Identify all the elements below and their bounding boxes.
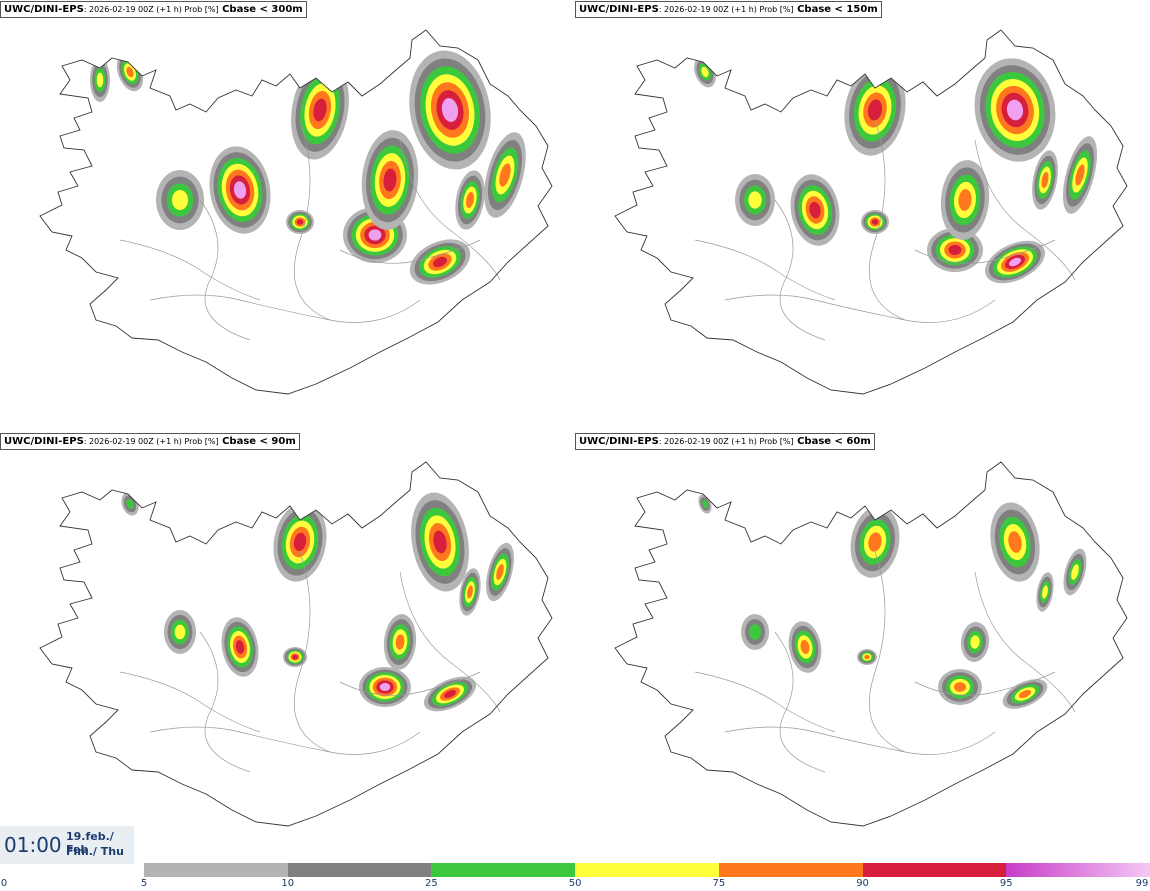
region-boundary [399, 571, 501, 713]
coastline-outline [614, 461, 1128, 827]
probability-field [121, 492, 514, 712]
region-boundary [339, 671, 481, 696]
panel-title-model: UWC/DINI-EPS [579, 436, 659, 447]
map-panel-90m: UWC/DINI-EPS: 2026-02-19 00Z (+1 h) Prob… [0, 432, 575, 862]
region-boundary [724, 726, 996, 755]
region-boundary [774, 631, 826, 773]
colorbar-tick-label: 99 [1135, 878, 1149, 889]
region-boundary [149, 726, 421, 755]
colorbar-tick-label: 50 [568, 878, 582, 889]
probability-field [694, 56, 1098, 284]
panel-title-threshold: Cbase < 300m [218, 4, 303, 15]
valid-weekday: Fim./ Thu [66, 845, 124, 858]
region-boundary [293, 119, 331, 321]
colorbar-segment [144, 863, 288, 877]
colorbar-segment [575, 863, 719, 877]
panel-title-threshold: Cbase < 90m [218, 436, 296, 447]
region-boundary [149, 294, 421, 323]
region-boundary [694, 671, 836, 733]
region-boundary [293, 551, 331, 753]
region-boundary [119, 671, 261, 733]
colorbar-tick-label: 90 [856, 878, 869, 889]
panel-title: UWC/DINI-EPS: 2026-02-19 00Z (+1 h) Prob… [0, 433, 300, 450]
colorbar-tick-label: 5 [140, 878, 148, 889]
panel-title: UWC/DINI-EPS: 2026-02-19 00Z (+1 h) Prob… [575, 1, 882, 18]
panel-title-meta: : 2026-02-19 00Z (+1 h) Prob [%] [83, 5, 219, 14]
region-boundary [974, 139, 1076, 281]
region-boundary [339, 239, 481, 264]
map-panel-60m: UWC/DINI-EPS: 2026-02-19 00Z (+1 h) Prob… [575, 432, 1150, 862]
colorbar-segment [862, 863, 1007, 877]
panel-title-model: UWC/DINI-EPS [579, 4, 659, 15]
panel-title-meta: : 2026-02-19 00Z (+1 h) Prob [%] [658, 5, 794, 14]
valid-date: 19.feb./ Feb [66, 830, 114, 856]
region-boundary [199, 631, 251, 773]
iceland-map [39, 461, 553, 827]
probability-colorbar [144, 863, 1150, 877]
coastline-outline [39, 461, 553, 827]
panel-title-threshold: Cbase < 60m [793, 436, 871, 447]
coastline-outline [39, 29, 553, 395]
colorbar-tick-label: 25 [425, 878, 438, 889]
region-boundary [694, 239, 836, 301]
iceland-map [614, 29, 1128, 395]
colorbar-segment [718, 863, 863, 877]
iceland-map [39, 29, 553, 395]
region-boundary [974, 571, 1076, 713]
map-panel-150m: UWC/DINI-EPS: 2026-02-19 00Z (+1 h) Prob… [575, 0, 1150, 430]
panel-title-model: UWC/DINI-EPS [4, 436, 84, 447]
valid-time: 01:00 [4, 833, 62, 857]
panel-title-meta: : 2026-02-19 00Z (+1 h) Prob [%] [658, 437, 794, 446]
colorbar-segment [1006, 863, 1150, 877]
region-boundary [914, 671, 1056, 696]
region-boundary [119, 239, 261, 301]
region-boundary [914, 239, 1056, 264]
colorbar-tick-label: 75 [712, 878, 726, 889]
region-boundary [199, 199, 251, 341]
colorbar-tick-label: 95 [999, 878, 1013, 889]
probability-field [90, 50, 526, 285]
probability-field [698, 494, 1087, 709]
region-boundary [724, 294, 996, 323]
map-panel-300m: UWC/DINI-EPS: 2026-02-19 00Z (+1 h) Prob… [0, 0, 575, 430]
colorbar-segment [287, 863, 432, 877]
panel-title: UWC/DINI-EPS: 2026-02-19 00Z (+1 h) Prob… [0, 1, 307, 18]
colorbar-tick-label: 0 [0, 878, 8, 889]
panel-title: UWC/DINI-EPS: 2026-02-19 00Z (+1 h) Prob… [575, 433, 875, 450]
panel-title-model: UWC/DINI-EPS [4, 4, 84, 15]
valid-time-box: 01:00 19.feb./ Feb Fim./ Thu [0, 826, 134, 864]
panel-title-threshold: Cbase < 150m [793, 4, 878, 15]
region-boundary [868, 551, 906, 753]
coastline-outline [614, 29, 1128, 395]
region-boundary [868, 119, 906, 321]
colorbar-tick-label: 10 [281, 878, 295, 889]
panel-title-meta: : 2026-02-19 00Z (+1 h) Prob [%] [83, 437, 219, 446]
region-boundary [774, 199, 826, 341]
region-boundary [399, 139, 501, 281]
colorbar-segment [431, 863, 576, 877]
iceland-map [614, 461, 1128, 827]
